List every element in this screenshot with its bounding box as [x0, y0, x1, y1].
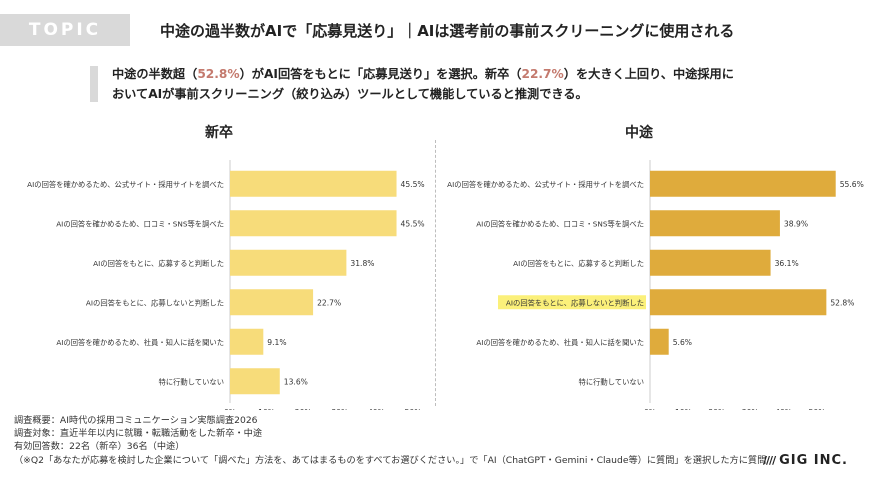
bar	[650, 210, 780, 237]
category-label: AIの回答を確かめるため、社員・知人に話を聞いた	[476, 338, 644, 347]
bar	[650, 170, 836, 197]
footer-line: （※Q2「あなたが応募を検討した企業について「調べた」方法を、あてはまるものをす…	[14, 454, 767, 466]
logo-mark-icon: ////	[763, 454, 776, 467]
x-tick-label: 30%	[742, 408, 759, 410]
data-label: 13.6%	[284, 377, 308, 386]
summary-part-3: ）を大きく上回り、中途採用に	[563, 67, 734, 81]
footer-line: 有効回答数：22名（新卒）36名（中途）	[14, 441, 185, 453]
x-tick-label: 0%	[224, 408, 236, 410]
data-label: 36.1%	[775, 259, 799, 268]
x-tick-label: 50%	[809, 408, 826, 410]
bar	[230, 170, 397, 197]
company-logo: //// GIG INC.	[763, 453, 848, 468]
data-label: 22.7%	[317, 298, 341, 307]
x-tick-label: 50%	[405, 408, 422, 410]
x-tick-label: 20%	[708, 408, 725, 410]
bar	[230, 368, 280, 395]
x-tick-label: 30%	[331, 408, 348, 410]
logo-text: GIG INC.	[779, 453, 848, 468]
chart-title-shinsotsu: 新卒	[205, 125, 233, 141]
category-label: AIの回答をもとに、応募すると判断した	[513, 259, 644, 268]
chart-shinsotsu: AIの回答を確かめるため、公式サイト・採用サイトを調べた 45.5% AIの回答を確…	[27, 160, 425, 410]
chart-title-chuto: 中途	[625, 125, 653, 141]
data-label: 45.5%	[401, 180, 425, 189]
bar	[650, 249, 771, 276]
x-tick-label: 40%	[368, 408, 385, 410]
data-label: 9.1%	[267, 338, 286, 347]
bar	[230, 328, 264, 355]
summary-text: 中途の半数超（52.8%）がAI回答をもとに「応募見送り」を選択。新卒（22.7…	[112, 64, 832, 104]
category-label: AIの回答を確かめるため、口コミ・SNS等を調べた	[476, 219, 644, 228]
category-label: 特に行動していない	[159, 377, 224, 386]
footer-notes: 調査概要：AI時代の採用コミュニケーション実態調査2026 調査対象：直近半年以…	[14, 414, 766, 467]
bar	[650, 289, 827, 316]
data-label: 55.6%	[840, 180, 864, 189]
bar	[230, 289, 314, 316]
summary-line-2: おいてAIが事前スクリーニング（絞り込み）ツールとして機能していると推測できる。	[112, 87, 588, 101]
x-tick-label: 10%	[258, 408, 275, 410]
chart-chuto: AIの回答を確かめるため、公式サイト・採用サイトを調べた 55.6% AIの回答を確…	[447, 160, 864, 410]
category-label: AIの回答をもとに、応募すると判断した	[93, 259, 224, 268]
category-label: AIの回答を確かめるため、公式サイト・採用サイトを調べた	[27, 180, 224, 189]
category-label: AIの回答を確かめるため、社員・知人に話を聞いた	[56, 338, 224, 347]
data-label: 45.5%	[401, 219, 425, 228]
summary-highlight-2: 22.7%	[521, 67, 564, 81]
category-label: 特に行動していない	[579, 377, 644, 386]
footer-line: 調査対象：直近半年以内に就職・転職活動をした新卒・中途	[14, 428, 263, 440]
footer-line: 調査概要：AI時代の採用コミュニケーション実態調査2026	[14, 415, 258, 426]
summary-part-1: 中途の半数超（	[112, 67, 198, 81]
data-label: 5.6%	[673, 338, 692, 347]
topic-badge: TOPIC	[0, 14, 130, 46]
bar	[230, 210, 397, 237]
summary-accent-bar	[90, 66, 98, 102]
category-label: AIの回答をもとに、応募しないと判断した	[86, 298, 224, 307]
data-label: 31.8%	[350, 259, 374, 268]
chart-divider	[435, 140, 436, 406]
x-tick-label: 0%	[644, 408, 656, 410]
x-tick-label: 20%	[295, 408, 312, 410]
category-highlight	[498, 295, 646, 310]
bar	[650, 328, 669, 355]
x-tick-label: 40%	[775, 408, 792, 410]
category-label: AIの回答を確かめるため、口コミ・SNS等を調べた	[56, 219, 224, 228]
summary-part-2: ）がAI回答をもとに「応募見送り」を選択。新卒（	[239, 67, 522, 81]
category-label: AIの回答をもとに、応募しないと判断した	[506, 298, 644, 307]
summary-highlight-1: 52.8%	[197, 67, 240, 81]
page-title: 中途の過半数がAIで「応募見送り」｜AIは選考前の事前スクリーニングに使用される	[160, 21, 735, 40]
data-label: 52.8%	[830, 298, 854, 307]
category-label: AIの回答を確かめるため、公式サイト・採用サイトを調べた	[447, 180, 644, 189]
x-tick-label: 10%	[675, 408, 692, 410]
bar	[230, 249, 347, 276]
data-label: 38.9%	[784, 219, 808, 228]
